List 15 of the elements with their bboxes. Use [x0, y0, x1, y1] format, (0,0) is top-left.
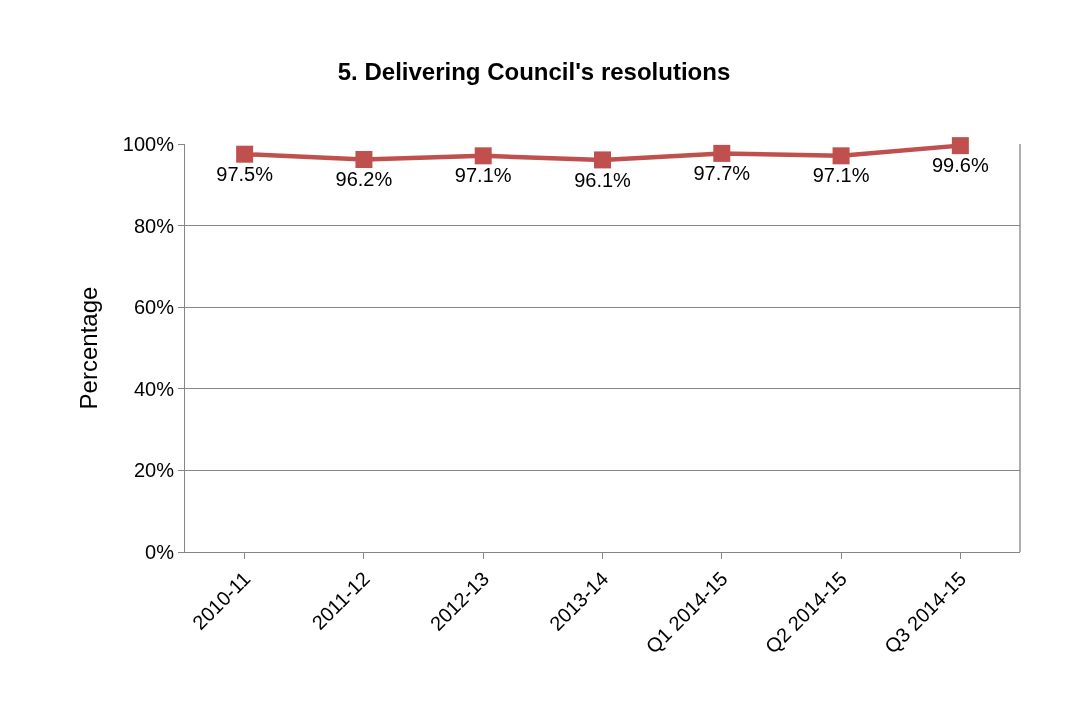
- data-label: 97.1%: [812, 164, 870, 187]
- y-tick-label: 60%: [133, 296, 175, 319]
- y-tick-label: 100%: [122, 133, 175, 155]
- y-axis-title: Percentage: [74, 286, 102, 410]
- data-label: 96.1%: [574, 168, 632, 191]
- data-label: 96.2%: [335, 168, 393, 191]
- y-tick-label: 20%: [133, 459, 175, 482]
- data-label: 97.7%: [693, 162, 751, 185]
- data-label: 97.5%: [216, 162, 274, 185]
- data-label: 97.1%: [454, 164, 512, 187]
- y-tick-label: 80%: [133, 214, 175, 237]
- data-label: 99.6%: [932, 154, 989, 177]
- y-tick-label: 0%: [145, 541, 175, 563]
- chart-title: 5. Delivering Council's resolutions: [337, 58, 731, 86]
- y-tick-label: 40%: [133, 377, 175, 400]
